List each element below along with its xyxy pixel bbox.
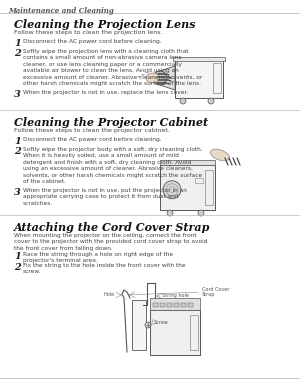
Circle shape — [198, 210, 204, 216]
Text: Screw: Screw — [154, 320, 169, 326]
Text: When the projector is not in use, put the projector in an
appropriate carrying c: When the projector is not in use, put th… — [23, 188, 187, 206]
Text: 2: 2 — [14, 49, 21, 58]
Polygon shape — [160, 66, 175, 90]
Text: When the projector is not in use, replace the lens cover.: When the projector is not in use, replac… — [23, 90, 188, 95]
Text: Disconnect the AC power cord before cleaning.: Disconnect the AC power cord before clea… — [23, 137, 162, 142]
Bar — [173, 57, 225, 61]
Text: Cord Cover
Strap: Cord Cover Strap — [202, 287, 230, 297]
Text: 1: 1 — [14, 137, 21, 146]
Text: Maintenance and Cleaning: Maintenance and Cleaning — [8, 7, 114, 15]
Bar — [175, 58, 223, 98]
Bar — [174, 303, 179, 307]
Text: Disconnect the AC power cord before cleaning.: Disconnect the AC power cord before clea… — [23, 39, 162, 44]
Text: Cleaning the Projection Lens: Cleaning the Projection Lens — [14, 19, 196, 30]
Bar — [160, 160, 215, 165]
Bar — [195, 178, 203, 183]
Bar — [153, 303, 158, 307]
Text: Softly wipe the projector body with a soft, dry cleaning cloth.
When it is heavi: Softly wipe the projector body with a so… — [23, 147, 203, 184]
Text: 1: 1 — [14, 39, 21, 48]
Ellipse shape — [146, 73, 160, 83]
Text: Race the string through a hole on right edge of the
projector's terminal area.: Race the string through a hole on right … — [23, 252, 173, 263]
Circle shape — [208, 98, 214, 104]
Bar — [181, 303, 186, 307]
Bar — [167, 303, 172, 307]
Text: 2: 2 — [14, 147, 21, 156]
Bar — [205, 170, 213, 205]
Text: Cleaning the Projector Cabinet: Cleaning the Projector Cabinet — [14, 117, 208, 128]
Text: Attaching the Cord Cover Strap: Attaching the Cord Cover Strap — [14, 222, 210, 233]
Ellipse shape — [210, 149, 230, 161]
Text: Softly wipe the projection lens with a cleaning cloth that
contains a small amou: Softly wipe the projection lens with a c… — [23, 49, 202, 86]
Bar — [188, 303, 193, 307]
Bar — [132, 300, 146, 350]
Circle shape — [163, 181, 181, 199]
Text: Follow these steps to clean the projection lens.: Follow these steps to clean the projecti… — [14, 30, 162, 35]
Bar — [213, 63, 221, 93]
Circle shape — [167, 210, 173, 216]
Text: Fix the string to the hole inside the front cover with the
screw.: Fix the string to the hole inside the fr… — [23, 263, 186, 274]
Text: 1: 1 — [14, 252, 21, 261]
Bar — [150, 310, 200, 355]
Text: Hole: Hole — [104, 293, 115, 298]
Text: Follow these steps to clean the projector cabinet.: Follow these steps to clean the projecto… — [14, 128, 170, 133]
Bar — [160, 303, 165, 307]
Bar — [160, 165, 215, 210]
Circle shape — [153, 71, 167, 85]
Text: 3: 3 — [14, 188, 21, 197]
Text: String hole: String hole — [162, 293, 189, 298]
Bar — [150, 298, 200, 310]
Bar — [190, 315, 198, 350]
Text: 3: 3 — [14, 90, 21, 99]
Text: When mounting the projector on the ceiling, connect the front
cover to the proje: When mounting the projector on the ceili… — [14, 233, 208, 251]
Circle shape — [180, 98, 186, 104]
Text: 2: 2 — [14, 263, 21, 272]
Circle shape — [145, 322, 151, 328]
